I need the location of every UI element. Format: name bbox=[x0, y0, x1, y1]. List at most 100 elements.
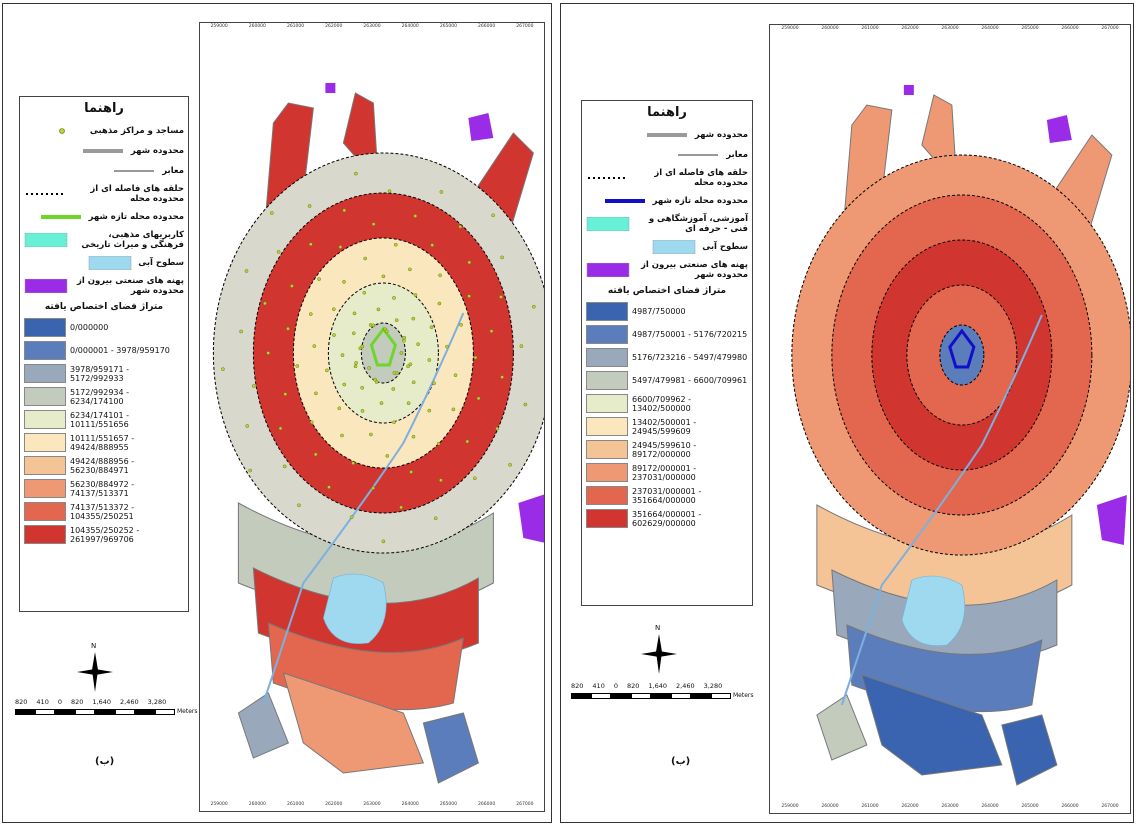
map-panel-left: راهنما مساجد و مراکز مذهبی محدوده شهر معاب… bbox=[2, 3, 552, 823]
religious-site-point bbox=[465, 439, 470, 444]
religious-site-point bbox=[276, 250, 281, 254]
grid-label: 265000 bbox=[439, 24, 458, 29]
religious-site-point bbox=[342, 208, 347, 213]
grid-label: 264000 bbox=[981, 804, 999, 809]
legend-item: معابر bbox=[586, 148, 748, 162]
class-label: 13402/500001 - 24945/599609 bbox=[632, 417, 697, 436]
religious-site-point bbox=[489, 329, 494, 333]
grid-label: 263000 bbox=[363, 802, 381, 807]
legend-item: سطوح آبی bbox=[586, 240, 748, 254]
class-label: 10111/551657 - 49424/888955 bbox=[70, 433, 135, 452]
river bbox=[840, 314, 1043, 706]
religious-site-point bbox=[406, 364, 410, 369]
religious-site-point bbox=[332, 333, 336, 337]
grid-label: 260000 bbox=[821, 804, 839, 809]
grid-label: 259000 bbox=[781, 26, 799, 31]
grid-bottom-labels: 259000 260000 261000 262000 263000 264000 2650… bbox=[200, 802, 544, 810]
religious-site-point bbox=[429, 325, 434, 330]
religious-site-point bbox=[476, 396, 481, 401]
class-label: 5172/992934 - 6234/174100 bbox=[70, 387, 130, 406]
religious-site-point bbox=[409, 470, 413, 474]
legend-item: پهنه های صنعتی بیرون از محدوده شهر bbox=[586, 260, 748, 280]
class-row: 4987/750001 - 5176/720215 bbox=[586, 325, 748, 344]
class-swatch bbox=[586, 371, 628, 390]
legend-item: محدوده محله تازه شهر bbox=[586, 194, 748, 208]
grid-label: 264000 bbox=[401, 24, 419, 29]
religious-site-point bbox=[371, 323, 376, 328]
legend-items: محدوده شهر معابر حلقه های فاصله ای از محدو… bbox=[582, 128, 752, 280]
scale-segment bbox=[711, 692, 731, 699]
religious-site-point bbox=[394, 318, 399, 323]
religious-site-point bbox=[354, 171, 358, 176]
map-zone bbox=[237, 692, 290, 759]
grid-label: 263000 bbox=[363, 24, 381, 29]
legend-symbol-icon bbox=[112, 164, 156, 178]
religious-site-point bbox=[508, 462, 512, 467]
class-list: 0/000000 0/000001 - 3978/959170 3978/95917… bbox=[20, 318, 188, 544]
grid-label: 263000 bbox=[941, 26, 959, 31]
class-swatch bbox=[24, 410, 66, 429]
legend-item-label: محدوده محله تازه شهر bbox=[652, 196, 748, 206]
scale-label: 1,640 bbox=[92, 698, 112, 706]
religious-site-point bbox=[363, 256, 367, 261]
legend-item: مساجد و مراکز مذهبی bbox=[24, 124, 184, 138]
religious-site-point bbox=[393, 242, 398, 247]
scale-segment bbox=[135, 708, 155, 715]
industrial-zone bbox=[518, 494, 544, 543]
grid-label: 266000 bbox=[478, 802, 496, 807]
industrial-zone bbox=[325, 83, 336, 93]
scale-label: 410 bbox=[592, 682, 605, 690]
religious-site-point bbox=[278, 426, 283, 431]
legend-item-label: محدوده شهر bbox=[130, 146, 184, 156]
legend-symbol-icon bbox=[24, 233, 68, 247]
scale-segment bbox=[571, 692, 591, 699]
legend-symbol-icon bbox=[645, 128, 689, 142]
religious-site-point bbox=[295, 364, 300, 368]
religious-site-point bbox=[327, 485, 331, 489]
class-label: 89172/000001 - 237031/000000 bbox=[632, 463, 697, 482]
religious-site-point bbox=[309, 242, 313, 246]
religious-site-point bbox=[467, 260, 472, 265]
religious-site-point bbox=[411, 380, 416, 385]
legend-item-label: آموزشی، آموزشگاهی و فنی - حرفه ای bbox=[648, 214, 748, 234]
grid-label: 267000 bbox=[1101, 804, 1119, 809]
legend-symbol-icon bbox=[81, 144, 125, 158]
scale-label: 820 bbox=[626, 682, 640, 690]
class-row: 74137/513372 - 104355/250251 bbox=[24, 502, 184, 521]
class-list: 4987/750000 4987/750001 - 5176/720215 5176… bbox=[582, 302, 752, 528]
class-label: 74137/513372 - 104355/250251 bbox=[70, 502, 135, 521]
water-body bbox=[901, 575, 965, 647]
legend-symbol-icon bbox=[603, 194, 647, 208]
neighborhood-boundary bbox=[369, 326, 398, 367]
religious-site-point bbox=[362, 290, 367, 295]
scale-label: 1,640 bbox=[648, 682, 668, 690]
scale-segment bbox=[115, 708, 135, 715]
class-swatch bbox=[586, 463, 628, 482]
scale-segment bbox=[671, 692, 691, 699]
religious-site-point bbox=[433, 516, 438, 521]
grid-label: 263000 bbox=[941, 804, 959, 809]
map-canvas bbox=[212, 83, 544, 784]
grid-top-labels: 259000 260000 261000 262000 263000 264000 2650… bbox=[770, 26, 1130, 34]
religious-site-point bbox=[451, 407, 456, 412]
religious-site-point bbox=[244, 269, 249, 273]
class-row: 237031/000001 - 351664/000000 bbox=[586, 486, 748, 505]
religious-site-point bbox=[500, 255, 504, 260]
grid-label: 259000 bbox=[210, 802, 228, 807]
legend-left: راهنما مساجد و مراکز مذهبی محدوده شهر معاب… bbox=[19, 96, 189, 612]
legend-item-label: حلقه های فاصله ای از محدوده محله bbox=[654, 168, 748, 188]
legend-symbol-icon bbox=[676, 148, 720, 162]
class-label: 4987/750000 bbox=[632, 307, 686, 316]
map-zone bbox=[816, 694, 868, 761]
legend-item: محدوده شهر bbox=[586, 128, 748, 142]
religious-site-point bbox=[360, 385, 364, 390]
religious-site-point bbox=[495, 426, 500, 431]
religious-site-point bbox=[309, 420, 314, 425]
class-label: 56230/884972 - 74137/513371 bbox=[70, 479, 135, 498]
grid-label: 265000 bbox=[1021, 26, 1039, 31]
religious-site-point bbox=[436, 441, 441, 446]
grid-label: 267000 bbox=[516, 802, 534, 807]
scale-label: 3,280 bbox=[147, 698, 167, 706]
grid-label: 260000 bbox=[248, 24, 266, 29]
north-arrow-icon: N bbox=[75, 642, 115, 694]
